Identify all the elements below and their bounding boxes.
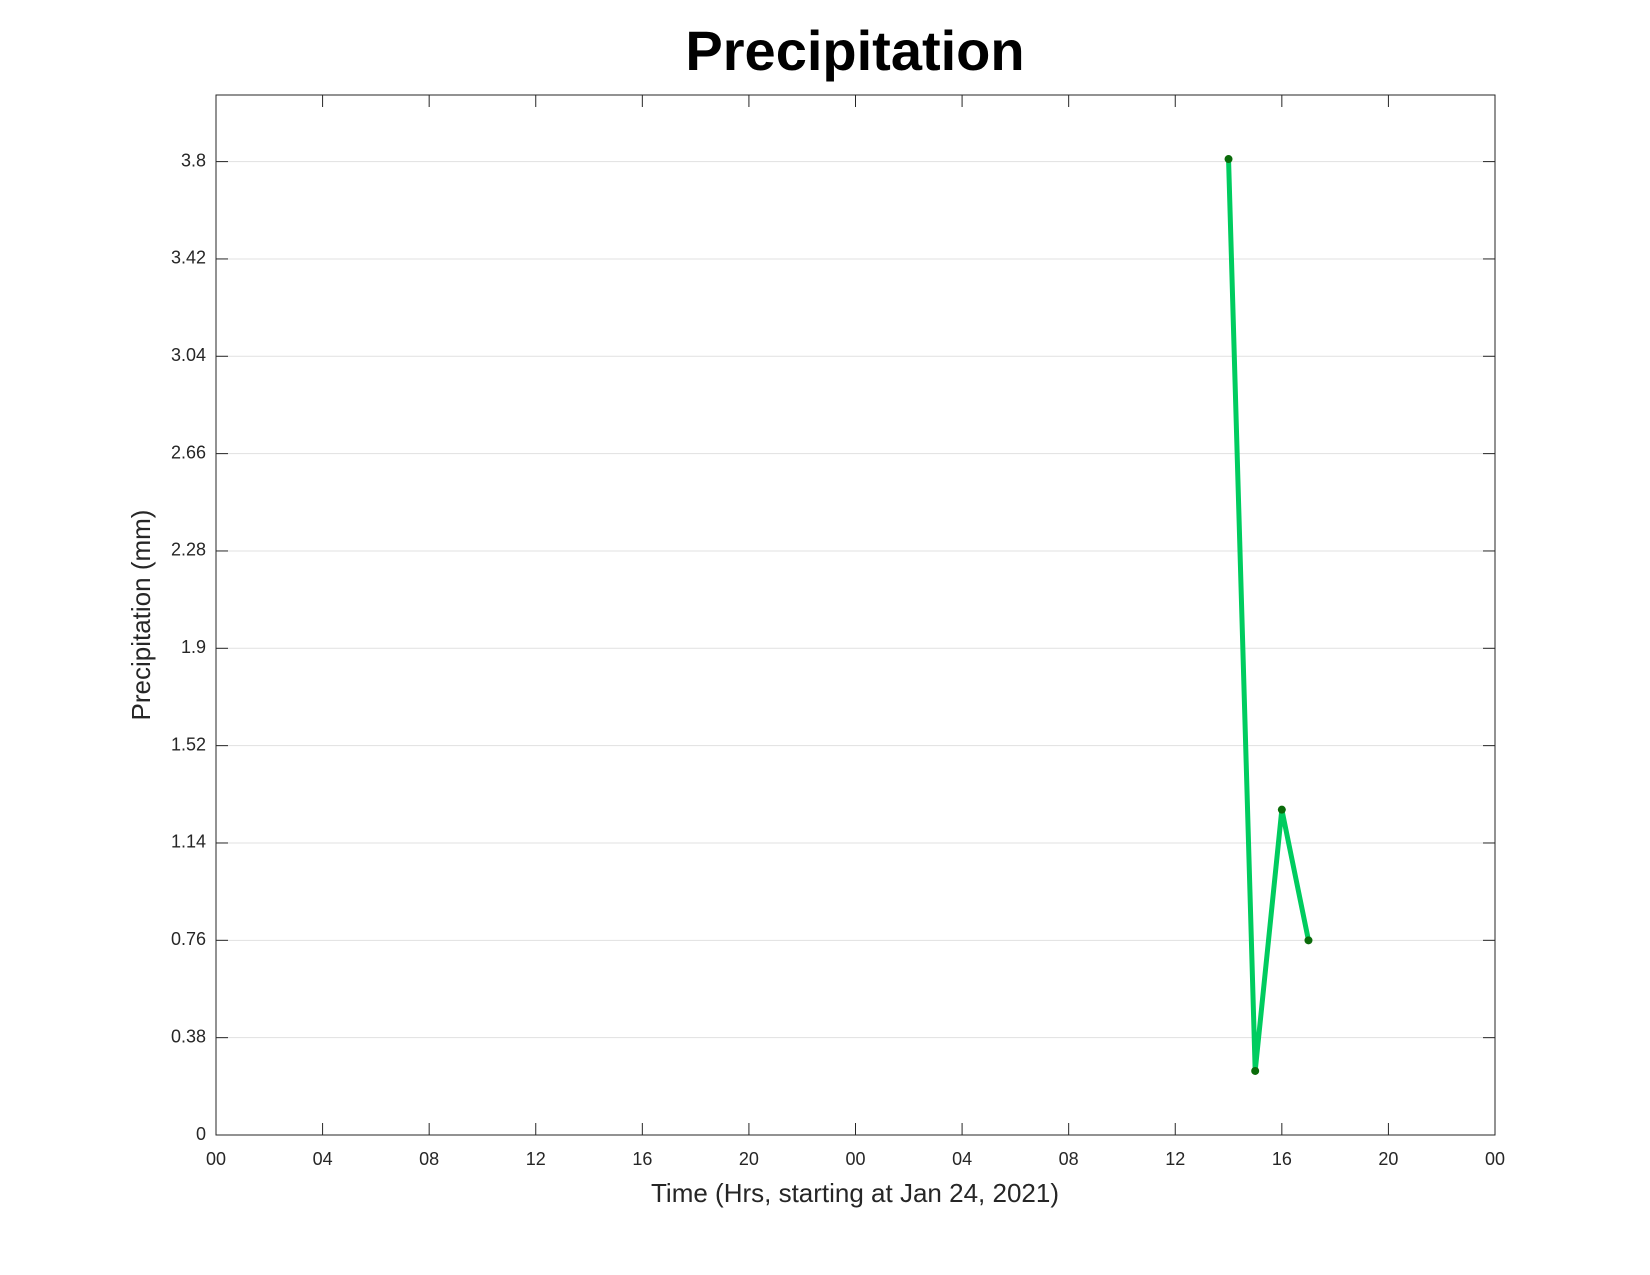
- y-tick-label: 3.04: [171, 345, 206, 365]
- data-point: [1251, 1066, 1260, 1075]
- y-tick-label: 3.8: [181, 150, 206, 170]
- y-tick-label: 0: [196, 1124, 206, 1144]
- data-point: [1277, 805, 1286, 814]
- y-tick-label: 2.66: [171, 442, 206, 462]
- y-tick-label: 1.52: [171, 734, 206, 754]
- x-tick-label: 00: [1485, 1149, 1505, 1169]
- x-tick-label: 04: [952, 1149, 972, 1169]
- x-tick-label: 20: [1378, 1149, 1398, 1169]
- plot-frame: [215, 94, 1496, 1136]
- y-axis-label: Precipitation (mm): [126, 510, 156, 721]
- x-tick-label: 16: [632, 1149, 652, 1169]
- x-tick-label: 00: [845, 1149, 865, 1169]
- data-point: [1304, 936, 1313, 945]
- y-tick-label: 0.38: [171, 1026, 206, 1046]
- y-tick-label: 3.42: [171, 248, 206, 268]
- x-tick-label: 08: [419, 1149, 439, 1169]
- x-tick-label: 20: [739, 1149, 759, 1169]
- data-line: [1226, 158, 1311, 1074]
- x-tick-label: 12: [1165, 1149, 1185, 1169]
- y-tick-label: 0.76: [171, 929, 206, 949]
- data-point: [1224, 155, 1233, 164]
- x-axis-label: Time (Hrs, starting at Jan 24, 2021): [651, 1178, 1059, 1208]
- x-tick-label: 12: [526, 1149, 546, 1169]
- x-tick-label: 16: [1272, 1149, 1292, 1169]
- y-tick-label: 1.14: [171, 832, 206, 852]
- x-tick-label: 04: [313, 1149, 333, 1169]
- y-tick-label: 1.9: [181, 637, 206, 657]
- chart-title: Precipitation: [685, 19, 1024, 82]
- y-tick-label: 2.28: [171, 540, 206, 560]
- x-tick-label: 08: [1059, 1149, 1079, 1169]
- x-tick-label: 00: [206, 1149, 226, 1169]
